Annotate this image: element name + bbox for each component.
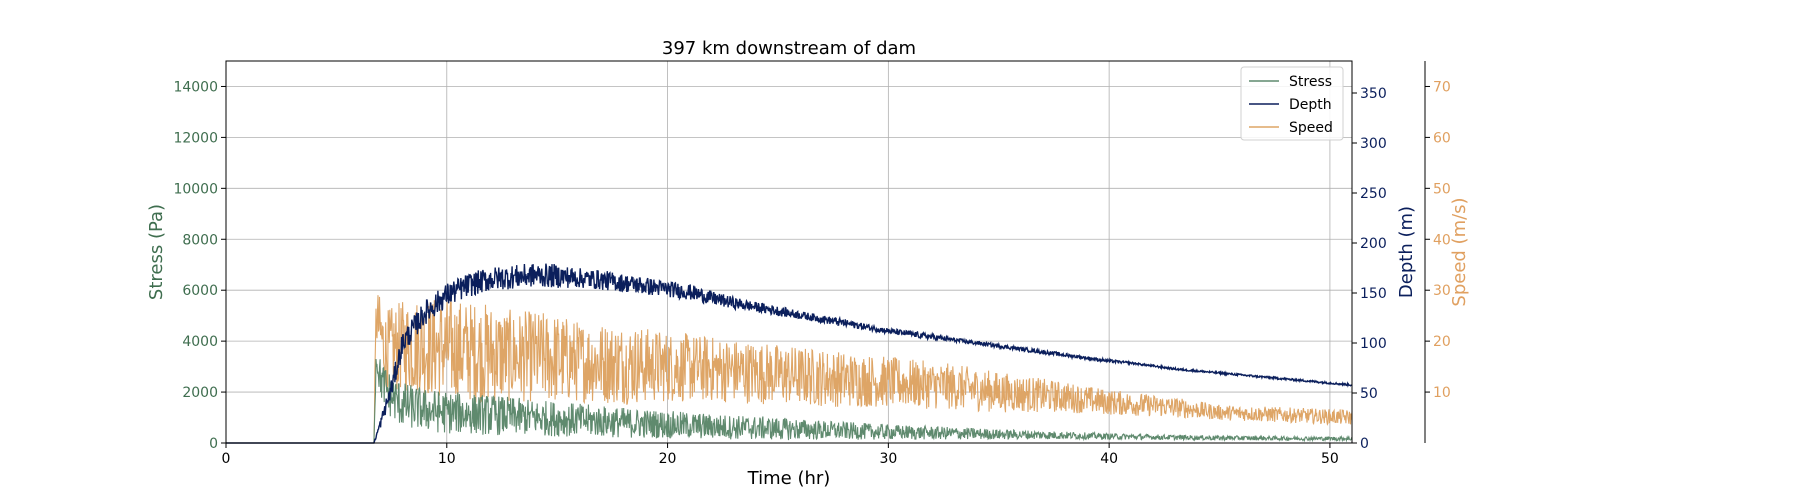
x-tick-label: 10 [438,451,456,467]
speed-tick-label: 70 [1433,79,1451,95]
stress-tick-label: 4000 [182,334,218,350]
x-tick-label: 30 [879,451,897,467]
stress-tick-label: 8000 [182,232,218,248]
series-line-stress [226,358,1353,444]
speed-tick-label: 40 [1433,232,1451,248]
depth-tick-label: 350 [1360,86,1387,102]
speed-tick-label: 60 [1433,130,1451,146]
depth-tick-label: 200 [1360,236,1387,252]
depth-tick-label: 100 [1360,336,1387,352]
stress-axis: 0 2000 4000 6000 8000 10000 12000 14000 [173,79,226,452]
chart-title: 397 km downstream of dam [662,38,916,59]
depth-axis: 0 50 100 150 200 250 300 350 [1352,86,1387,452]
plot-series [226,263,1353,444]
depth-tick-label: 50 [1360,386,1378,402]
speed-tick-label: 10 [1433,385,1451,401]
x-axis-label: Time (hr) [747,468,831,489]
stress-tick-label: 14000 [173,79,218,95]
series-line-depth [226,263,1353,444]
stress-tick-label: 0 [209,436,218,452]
legend-label-speed: Speed [1289,120,1333,136]
speed-tick-label: 50 [1433,181,1451,197]
stress-tick-label: 12000 [173,130,218,146]
x-tick-label: 40 [1100,451,1118,467]
depth-tick-label: 250 [1360,186,1387,202]
depth-tick-label: 150 [1360,286,1387,302]
depth-tick-label: 0 [1360,436,1369,452]
stress-axis-label: Stress (Pa) [146,204,167,300]
speed-axis: 10 20 30 40 50 60 70 [1425,79,1451,401]
speed-axis-label: Speed (m/s) [1449,197,1470,306]
legend-label-depth: Depth [1289,97,1332,113]
stress-tick-label: 10000 [173,181,218,197]
depth-axis-label: Depth (m) [1396,206,1417,298]
depth-tick-label: 300 [1360,136,1387,152]
legend-frame [1240,66,1344,141]
speed-tick-label: 20 [1433,334,1451,350]
x-tick-label: 20 [659,451,677,467]
series-line-speed [226,295,1353,444]
legend-label-stress: Stress [1289,74,1332,90]
speed-tick-label: 30 [1433,283,1451,299]
x-tick-label: 50 [1321,451,1339,467]
x-tick-label: 0 [222,451,231,467]
stress-tick-label: 6000 [182,283,218,299]
plot-frame [225,60,1353,444]
stress-tick-label: 2000 [182,385,218,401]
x-axis: 0 10 20 30 40 50 [222,443,1339,467]
legend: Stress Depth Speed [1240,66,1344,141]
